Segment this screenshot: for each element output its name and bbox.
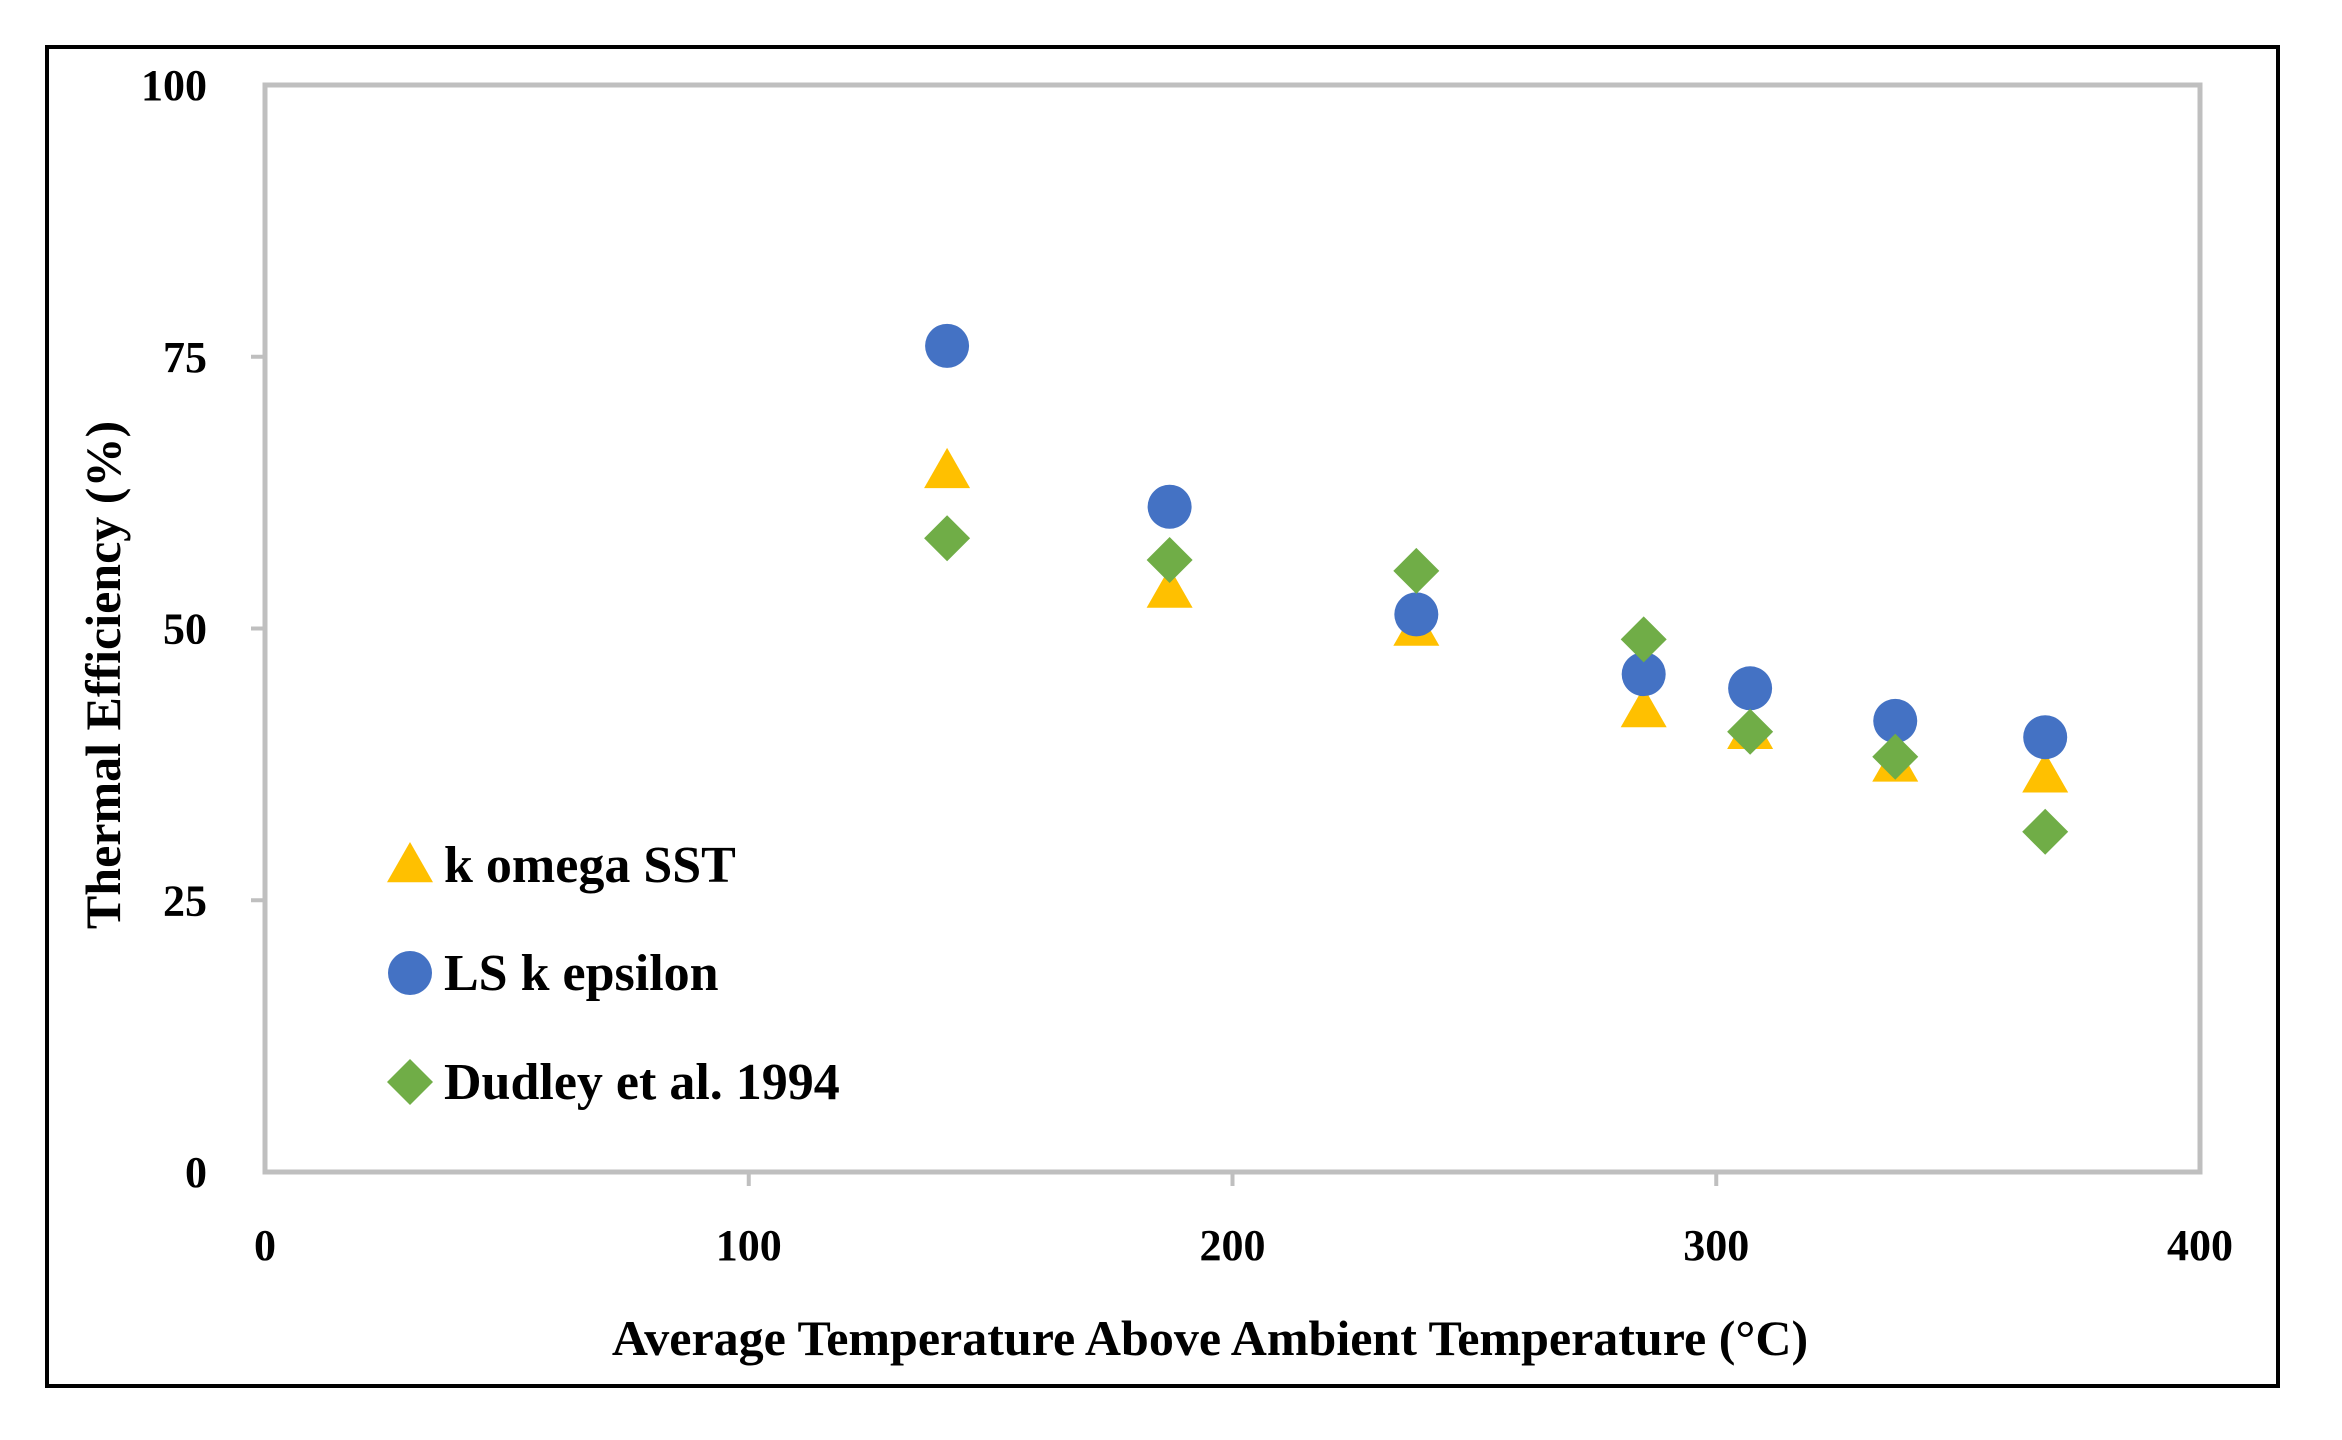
triangle-marker xyxy=(1620,687,1667,728)
plot-area-border xyxy=(262,82,2203,1175)
x-tick-label: 300 xyxy=(1683,1221,1749,1270)
legend: k omega SST LS k epsilon Dudley et al. 199… xyxy=(387,837,840,1111)
legend-circle-icon xyxy=(388,951,432,995)
circle-marker xyxy=(1394,592,1439,637)
x-axis-tick-labels: 0 100 200 300 400 xyxy=(254,1221,2233,1270)
y-axis-tick-labels: 0 25 50 75 100 xyxy=(141,61,207,1197)
series-diamond xyxy=(924,515,2069,855)
y-tick-label: 25 xyxy=(163,876,207,925)
circle-marker xyxy=(1621,652,1666,697)
x-axis-title: Average Temperature Above Ambient Temper… xyxy=(612,1310,1808,1366)
diamond-marker xyxy=(1727,708,1774,755)
triangle-marker xyxy=(1146,567,1193,608)
triangle-marker xyxy=(2022,752,2069,793)
diamond-marker xyxy=(1393,547,1440,594)
circle-marker xyxy=(925,323,970,368)
y-tick-label: 50 xyxy=(163,605,207,654)
diamond-marker xyxy=(1872,733,1919,780)
legend-item: LS k epsilon xyxy=(388,945,719,1002)
legend-label: Dudley et al. 1994 xyxy=(444,1054,840,1111)
circle-marker xyxy=(1147,484,1192,529)
diamond-marker xyxy=(1620,616,1667,663)
triangle-marker xyxy=(924,447,971,489)
legend-diamond-icon xyxy=(387,1059,433,1105)
y-tick-label: 0 xyxy=(185,1148,207,1197)
x-tick-label: 100 xyxy=(716,1221,782,1270)
x-tick-label: 200 xyxy=(1200,1221,1266,1270)
legend-item: k omega SST xyxy=(387,837,736,894)
circle-marker xyxy=(1728,666,1773,711)
diamond-marker xyxy=(2022,808,2069,855)
x-axis-ticks xyxy=(746,1172,1719,1186)
legend-item: Dudley et al. 1994 xyxy=(387,1054,840,1111)
circle-marker xyxy=(1873,698,1918,743)
circle-marker xyxy=(2023,715,2068,760)
x-tick-label: 400 xyxy=(2167,1221,2233,1270)
x-tick-label: 0 xyxy=(254,1221,276,1270)
y-tick-label: 100 xyxy=(141,61,207,110)
y-tick-label: 75 xyxy=(163,333,207,382)
legend-label: LS k epsilon xyxy=(444,945,719,1002)
y-axis-ticks xyxy=(251,354,265,903)
legend-triangle-icon xyxy=(387,842,433,883)
diamond-marker xyxy=(924,515,971,562)
series-circle xyxy=(925,323,2068,760)
y-axis-title: Thermal Efficiency (%) xyxy=(75,421,131,929)
legend-label: k omega SST xyxy=(444,837,736,894)
diamond-marker xyxy=(1146,537,1193,584)
data-markers xyxy=(924,323,2069,855)
